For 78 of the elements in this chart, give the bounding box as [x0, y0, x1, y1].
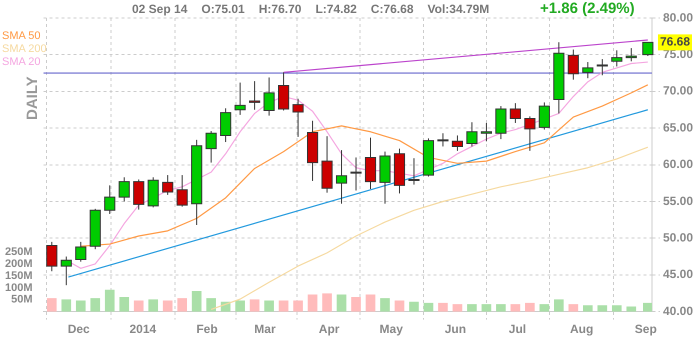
- bar: [351, 296, 361, 312]
- x-tick-label: Dec: [68, 322, 90, 336]
- bar: [104, 290, 115, 312]
- bar: [380, 298, 390, 312]
- text: +1.86 (2.49%): [540, 0, 635, 17]
- bar: [643, 302, 652, 312]
- y2-tick-label: 150M: [4, 270, 33, 282]
- bar: [554, 299, 564, 312]
- y-tick-label: 65.00: [662, 120, 694, 134]
- bar: [322, 293, 332, 312]
- bar: [206, 298, 216, 312]
- x-tick-label: May: [380, 322, 404, 336]
- bar: [597, 305, 608, 312]
- bar: [612, 305, 622, 312]
- y-tick-label: 70.00: [662, 84, 694, 98]
- bar: [482, 304, 492, 312]
- bar: [148, 299, 158, 312]
- text: 02 Sep 14: [132, 2, 188, 16]
- bar: [394, 300, 404, 312]
- text: SMA 200: [2, 43, 47, 56]
- y2-tick-label: 50M: [11, 294, 33, 306]
- bar: [582, 305, 593, 312]
- bar: [119, 296, 130, 312]
- y-tick-label: 60.00: [662, 157, 694, 172]
- bar: [438, 302, 448, 312]
- bar: [264, 300, 274, 312]
- x-tick-label: Feb: [196, 322, 218, 336]
- bar: [308, 294, 318, 312]
- bar: [177, 298, 188, 312]
- text: C:76.68: [370, 2, 414, 16]
- y2-tick-label: 250M: [4, 246, 33, 258]
- bar: [496, 304, 506, 312]
- annotation: 76.68: [660, 34, 690, 49]
- bar: [293, 300, 303, 312]
- x-tick-label: Apr: [318, 322, 340, 336]
- text: DAILY: [24, 76, 41, 120]
- y-tick-label: 80.00: [662, 10, 694, 24]
- y-tick-label: 55.00: [662, 194, 694, 208]
- bar: [568, 304, 578, 312]
- y2-tick-label: 100M: [4, 282, 33, 294]
- y2-tick-label: 200M: [4, 258, 33, 270]
- bar: [250, 299, 260, 312]
- x-tick-label: Jul: [508, 322, 526, 336]
- x-tick-label: Jun: [444, 322, 466, 336]
- y-tick-label: 75.00: [662, 47, 694, 62]
- text: SMA 20: [2, 56, 42, 69]
- x-tick-label: Sep: [634, 322, 657, 336]
- bar: [278, 300, 288, 312]
- bar: [134, 300, 144, 312]
- bar: [162, 300, 173, 312]
- bar: [452, 304, 462, 312]
- bar: [336, 294, 346, 312]
- y-tick-label: 45.00: [662, 267, 694, 282]
- text: L:74.82: [315, 2, 357, 16]
- bar: [235, 300, 245, 312]
- bar: [46, 298, 57, 312]
- bar: [525, 302, 535, 312]
- bar: [467, 304, 477, 312]
- y-tick-label: 40.00: [662, 304, 694, 318]
- x-tick-label: Mar: [254, 322, 276, 336]
- x-tick-label: 2014: [130, 322, 157, 336]
- bar: [409, 302, 419, 312]
- bar: [424, 302, 434, 312]
- text: SMA 50: [2, 30, 42, 43]
- bar: [366, 294, 376, 312]
- bar: [510, 304, 520, 312]
- x-tick-label: Aug: [570, 322, 594, 336]
- bar: [61, 299, 72, 312]
- text: H:76.70: [258, 2, 302, 16]
- candlestick: [133, 178, 144, 210]
- text: O:75.01: [201, 2, 245, 16]
- bar: [192, 290, 202, 312]
- bar: [540, 304, 550, 312]
- text: Vol:34.79M: [428, 2, 490, 16]
- bar: [626, 306, 636, 312]
- bar: [90, 298, 100, 312]
- bar: [76, 300, 86, 312]
- y-tick-label: 50.00: [662, 230, 694, 245]
